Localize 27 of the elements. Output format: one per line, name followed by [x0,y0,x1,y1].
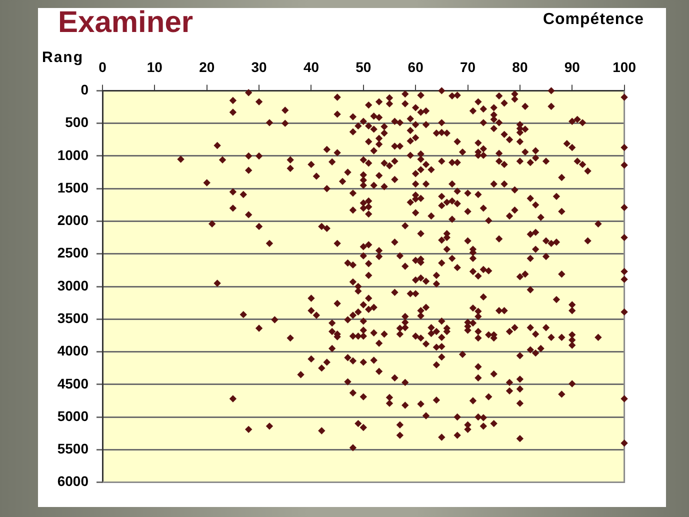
x-tick-label: 60 [408,59,424,76]
y-tick-label: 0 [80,82,89,98]
y-tick-label: 6000 [57,473,89,490]
x-tick-label: 10 [146,59,163,76]
y-tick-label: 1000 [57,146,89,163]
y-tick-label: 5000 [57,408,89,424]
x-tick-label: 20 [199,59,215,76]
x-tick-label: 0 [98,59,107,76]
x-tick-label: 50 [356,59,372,76]
x-tick-label: 70 [460,59,476,76]
y-tick-label: 2000 [57,212,89,228]
x-tick-label: 90 [564,59,580,76]
y-tick-label: 2500 [57,244,89,261]
y-tick-label: 1500 [57,179,89,196]
y-tick-label: 4000 [57,342,89,359]
chart-title: Examiner [58,6,194,39]
y-tick-label: 5500 [57,440,89,457]
x-axis-title: Compétence [542,11,644,28]
y-axis-title: Rang [42,49,84,66]
x-tick-label: 40 [303,59,320,76]
y-tick-label: 500 [65,114,89,130]
x-tick-label: 80 [512,59,528,76]
y-tick-label: 3000 [57,277,89,294]
y-tick-label: 3500 [57,310,89,326]
x-tick-label: 100 [612,59,636,76]
y-tick-label: 4500 [57,375,89,392]
x-tick-label: 30 [251,59,268,76]
